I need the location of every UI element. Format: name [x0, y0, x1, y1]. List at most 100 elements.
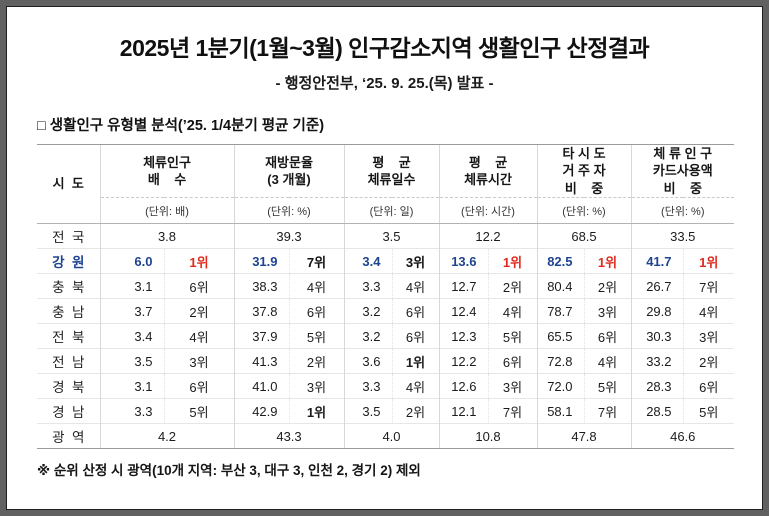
value-cell: 3.1 [99, 273, 164, 299]
summary-value-cell: 43.3 [233, 423, 344, 449]
value-cell: 41.0 [233, 373, 289, 399]
rank-cell: 6위 [391, 323, 439, 349]
rank-cell: 4위 [583, 348, 632, 374]
value-cell: 28.5 [630, 398, 684, 424]
value-cell: 3.5 [99, 348, 164, 374]
region-cell: 광 역 [37, 423, 100, 449]
rank-cell: 5위 [583, 373, 632, 399]
value-cell: 12.7 [438, 273, 488, 299]
value-cell: 72.8 [536, 348, 584, 374]
value-cell: 3.3 [343, 373, 392, 399]
region-cell: 경 남 [37, 398, 100, 424]
rank-cell: 4위 [391, 273, 439, 299]
table-row: 충 북 3.1 6위 38.3 4위 3.3 4위 12.7 2위 80.4 2위 26.7 7위 [37, 273, 735, 299]
column-header-other-region-resident-share: 타 시 도 거 주 자 비 중 [536, 144, 632, 198]
rank-cell: 3위 [391, 248, 439, 274]
rank-cell: 1위 [583, 248, 632, 274]
rank-cell: 4위 [288, 273, 344, 299]
column-header-avg-stay-days: 평 균 체류일수 [343, 144, 439, 198]
rank-cell: 4위 [391, 373, 439, 399]
unit-other-region-resident-share: (단위: %) [536, 197, 632, 224]
summary-value-cell: 46.6 [630, 423, 735, 449]
header-unit-row: (단위: 배) (단위: %) (단위: 일) (단위: 시간) (단위: %)… [37, 197, 735, 224]
page-subtitle: - 행정안전부, ‘25. 9. 25.(목) 발표 - [275, 75, 494, 92]
column-header-revisit-rate: 재방문율 (3 개월) [233, 144, 344, 198]
value-cell: 3.2 [343, 323, 392, 349]
value-cell: 13.6 [438, 248, 488, 274]
region-cell: 전 국 [52, 230, 85, 245]
document-page: 2025년 1분기(1월~3월) 인구감소지역 생활인구 산정결과 - 행정안전… [6, 6, 763, 510]
rank-cell: 5위 [288, 323, 344, 349]
value-cell: 82.5 [536, 248, 584, 274]
value-cell: 29.8 [630, 298, 684, 324]
value-cell: 33.2 [630, 348, 684, 374]
rank-cell: 3위 [288, 373, 344, 399]
value-cell: 3.5 [343, 398, 392, 424]
rank-cell: 6위 [682, 373, 735, 399]
table-row: 전 북 3.4 4위 37.9 5위 3.2 6위 12.3 5위 65.5 6위 30.3 3위 [37, 323, 735, 349]
value-cell: 12.4 [438, 298, 488, 324]
summary-value-cell: 3.5 [343, 223, 439, 249]
value-cell: 80.4 [536, 273, 584, 299]
table-body: 전 국 3.8 39.3 3.5 12.2 68.5 33.5 강 원 6.0 1위 31.9 7위 3… [37, 223, 735, 449]
table-row: 경 북 3.1 6위 41.0 3위 3.3 4위 12.6 3위 72.0 5위 28.3 6위 [37, 373, 735, 399]
region-cell: 충 남 [37, 298, 100, 324]
value-cell: 12.6 [438, 373, 488, 399]
value-cell: 31.9 [233, 248, 289, 274]
rank-cell: 2위 [163, 298, 234, 324]
page-title: 2025년 1분기(1월~3월) 인구감소지역 생활인구 산정결과 [119, 35, 650, 61]
rank-cell: 3위 [163, 348, 234, 374]
rank-cell: 1위 [163, 248, 234, 274]
section-title: □ 생활인구 유형별 분석(’25. 1/4분기 평균 기준) [37, 118, 325, 134]
rank-cell: 7위 [682, 273, 735, 299]
rank-cell: 7위 [487, 398, 537, 424]
table-row: 광 역 4.2 43.3 4.0 10.8 47.8 46.6 [37, 423, 735, 449]
column-header-region: 시 도 [37, 144, 100, 224]
table-row: 강 원 6.0 1위 31.9 7위 3.4 3위 13.6 1위 82.5 1위 41.7 1위 [37, 248, 735, 274]
value-cell: 3.2 [343, 298, 392, 324]
rank-cell: 5위 [487, 323, 537, 349]
summary-value-cell: 4.2 [99, 423, 234, 449]
rank-cell: 3위 [487, 373, 537, 399]
summary-value-cell: 39.3 [233, 223, 344, 249]
rank-cell: 2위 [288, 348, 344, 374]
value-cell: 12.2 [438, 348, 488, 374]
value-cell: 38.3 [233, 273, 289, 299]
column-header-card-spending-share: 체 류 인 구 카드사용액 비 중 [630, 144, 735, 198]
rank-cell: 7위 [288, 248, 344, 274]
value-cell: 78.7 [536, 298, 584, 324]
rank-cell: 3위 [583, 298, 632, 324]
rank-cell: 6위 [163, 273, 234, 299]
column-header-stay-population-multiple: 체류인구 배 수 [99, 144, 234, 198]
rank-cell: 2위 [583, 273, 632, 299]
rank-cell: 6위 [583, 323, 632, 349]
rank-cell: 2위 [487, 273, 537, 299]
value-cell: 41.7 [630, 248, 684, 274]
region-cell: 충 북 [37, 273, 100, 299]
value-cell: 41.3 [233, 348, 289, 374]
value-cell: 12.1 [438, 398, 488, 424]
table-row: 전 남 3.5 3위 41.3 2위 3.6 1위 12.2 6위 72.8 4위 33.2 2위 [37, 348, 735, 374]
summary-value-cell: 68.5 [536, 223, 632, 249]
value-cell: 72.0 [536, 373, 584, 399]
unit-avg-stay-hours: (단위: 시간) [438, 197, 537, 224]
value-cell: 30.3 [630, 323, 684, 349]
rank-cell: 7위 [583, 398, 632, 424]
table-row: 전 국 3.8 39.3 3.5 12.2 68.5 33.5 [37, 223, 735, 249]
summary-value-cell: 12.2 [438, 223, 537, 249]
rank-cell: 5위 [163, 398, 234, 424]
rank-cell: 3위 [682, 323, 735, 349]
value-cell: 37.9 [233, 323, 289, 349]
value-cell: 3.1 [99, 373, 164, 399]
rank-cell: 1위 [288, 398, 344, 424]
summary-value-cell: 33.5 [630, 223, 735, 249]
column-header-avg-stay-hours: 평 균 체류시간 [438, 144, 537, 198]
region-cell: 전 남 [37, 348, 100, 374]
rank-cell: 2위 [391, 398, 439, 424]
unit-avg-stay-days: (단위: 일) [343, 197, 439, 224]
rank-cell: 6위 [288, 298, 344, 324]
value-cell: 3.4 [343, 248, 392, 274]
value-cell: 3.7 [99, 298, 164, 324]
rank-cell: 5위 [682, 398, 735, 424]
table-row: 경 남 3.3 5위 42.9 1위 3.5 2위 12.1 7위 58.1 7위 28.5 5위 [37, 398, 735, 424]
